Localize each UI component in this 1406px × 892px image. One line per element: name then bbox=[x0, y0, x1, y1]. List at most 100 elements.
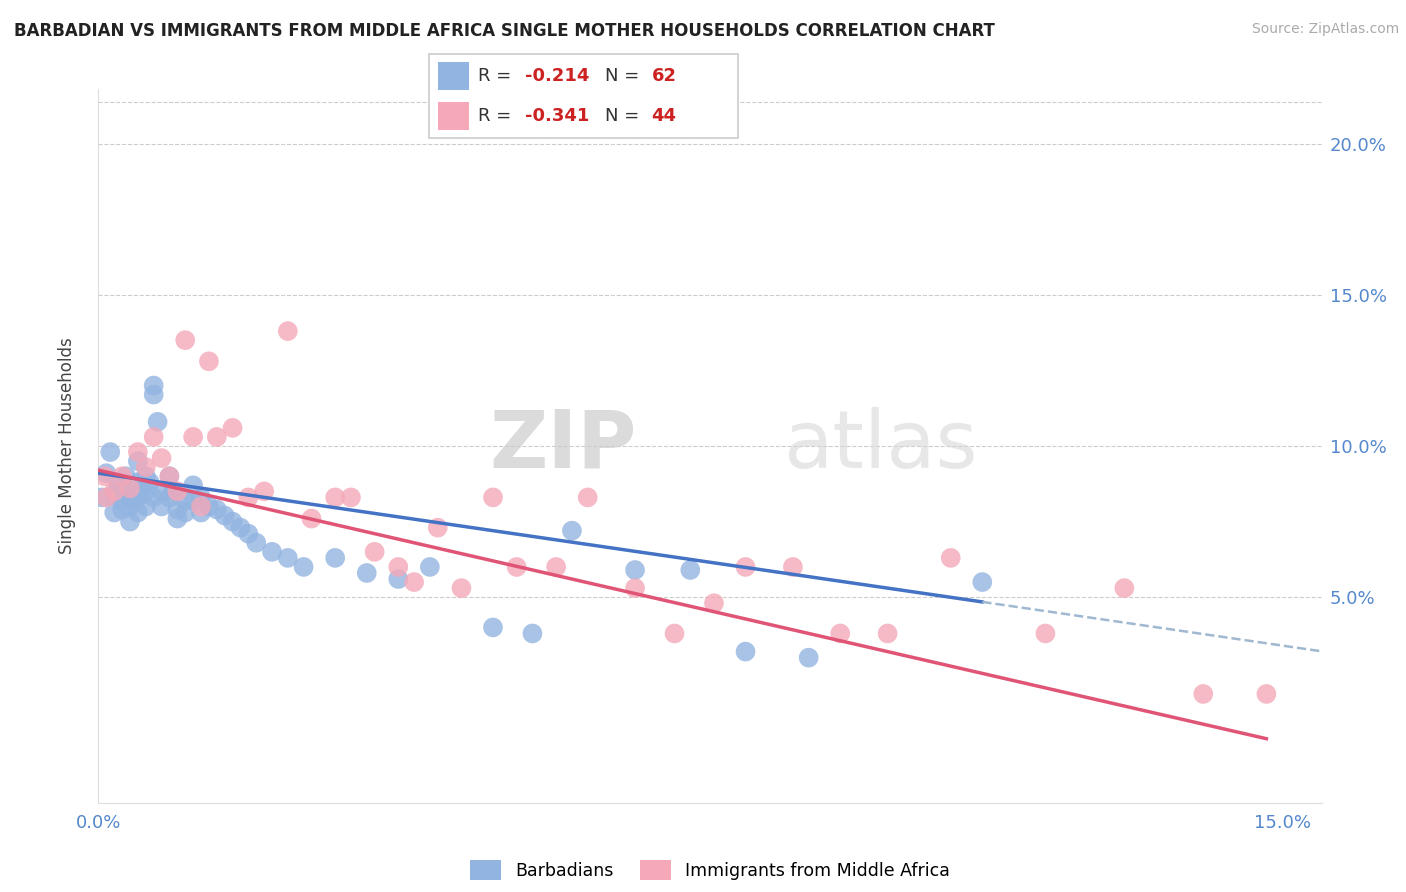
Y-axis label: Single Mother Households: Single Mother Households bbox=[58, 338, 76, 554]
Text: N =: N = bbox=[605, 67, 645, 85]
Point bbox=[505, 560, 527, 574]
Point bbox=[301, 511, 323, 525]
Point bbox=[734, 560, 756, 574]
Point bbox=[96, 467, 118, 481]
Point bbox=[1192, 687, 1215, 701]
Point bbox=[1114, 581, 1136, 595]
Point bbox=[221, 515, 243, 529]
FancyBboxPatch shape bbox=[439, 102, 470, 130]
Point bbox=[482, 491, 505, 505]
Text: ZIP: ZIP bbox=[489, 407, 637, 485]
Point bbox=[150, 451, 173, 466]
Point bbox=[664, 626, 686, 640]
Point bbox=[245, 535, 267, 549]
Point bbox=[426, 521, 449, 535]
Point bbox=[387, 560, 409, 574]
Point bbox=[238, 491, 260, 505]
Point bbox=[93, 469, 115, 483]
Point bbox=[118, 500, 141, 514]
Point bbox=[142, 430, 165, 444]
Point bbox=[131, 481, 153, 495]
Point bbox=[972, 575, 994, 590]
Point bbox=[323, 491, 346, 505]
Point bbox=[135, 469, 157, 483]
Point bbox=[292, 560, 315, 574]
Point bbox=[181, 430, 204, 444]
Text: R =: R = bbox=[478, 67, 517, 85]
Point bbox=[703, 596, 725, 610]
Point bbox=[363, 545, 385, 559]
Point bbox=[1035, 626, 1057, 640]
Point bbox=[253, 484, 276, 499]
Point bbox=[118, 481, 141, 495]
Point bbox=[340, 491, 363, 505]
Point bbox=[103, 487, 125, 501]
Point bbox=[103, 484, 125, 499]
Point bbox=[181, 478, 204, 492]
Point bbox=[91, 491, 114, 505]
Point bbox=[174, 333, 197, 347]
Point bbox=[166, 502, 188, 516]
Text: N =: N = bbox=[605, 107, 645, 125]
Point bbox=[214, 508, 236, 523]
Point bbox=[142, 387, 165, 401]
Point bbox=[830, 626, 852, 640]
Point bbox=[127, 454, 149, 468]
Point bbox=[138, 475, 160, 490]
Point bbox=[797, 650, 820, 665]
Point bbox=[111, 493, 134, 508]
Point bbox=[166, 511, 188, 525]
Point bbox=[127, 475, 149, 490]
Point bbox=[404, 575, 426, 590]
FancyBboxPatch shape bbox=[429, 54, 738, 138]
Point bbox=[190, 500, 212, 514]
Text: -0.214: -0.214 bbox=[524, 67, 589, 85]
Text: 44: 44 bbox=[651, 107, 676, 125]
Point bbox=[782, 560, 804, 574]
Point bbox=[198, 500, 221, 514]
Point bbox=[142, 378, 165, 392]
Point bbox=[122, 493, 145, 508]
Point bbox=[107, 475, 129, 490]
Point bbox=[624, 563, 647, 577]
Point bbox=[939, 550, 962, 565]
Text: -0.341: -0.341 bbox=[524, 107, 589, 125]
Point bbox=[277, 550, 299, 565]
Point bbox=[98, 445, 121, 459]
Point bbox=[159, 469, 181, 483]
Point bbox=[260, 545, 283, 559]
Point bbox=[127, 445, 149, 459]
Point bbox=[111, 502, 134, 516]
Point bbox=[238, 526, 260, 541]
Point bbox=[323, 550, 346, 565]
Point bbox=[142, 491, 165, 505]
Point bbox=[387, 572, 409, 586]
Point bbox=[111, 481, 134, 495]
Point bbox=[118, 515, 141, 529]
Point bbox=[146, 415, 169, 429]
Text: atlas: atlas bbox=[783, 407, 977, 485]
Point bbox=[277, 324, 299, 338]
Text: BARBADIAN VS IMMIGRANTS FROM MIDDLE AFRICA SINGLE MOTHER HOUSEHOLDS CORRELATION : BARBADIAN VS IMMIGRANTS FROM MIDDLE AFRI… bbox=[14, 22, 995, 40]
Point bbox=[127, 506, 149, 520]
Text: 62: 62 bbox=[651, 67, 676, 85]
Text: Source: ZipAtlas.com: Source: ZipAtlas.com bbox=[1251, 22, 1399, 37]
Point bbox=[135, 484, 157, 499]
Point bbox=[181, 493, 204, 508]
Point bbox=[198, 354, 221, 368]
Point bbox=[103, 506, 125, 520]
Point bbox=[679, 563, 702, 577]
Point bbox=[127, 491, 149, 505]
Point bbox=[174, 506, 197, 520]
Point bbox=[150, 500, 173, 514]
Point bbox=[221, 421, 243, 435]
Point bbox=[159, 469, 181, 483]
Point bbox=[561, 524, 583, 538]
FancyBboxPatch shape bbox=[439, 62, 470, 90]
Point bbox=[1256, 687, 1278, 701]
Point bbox=[450, 581, 472, 595]
Point bbox=[162, 484, 184, 499]
Point bbox=[135, 460, 157, 475]
Point bbox=[205, 430, 228, 444]
Point bbox=[159, 491, 181, 505]
